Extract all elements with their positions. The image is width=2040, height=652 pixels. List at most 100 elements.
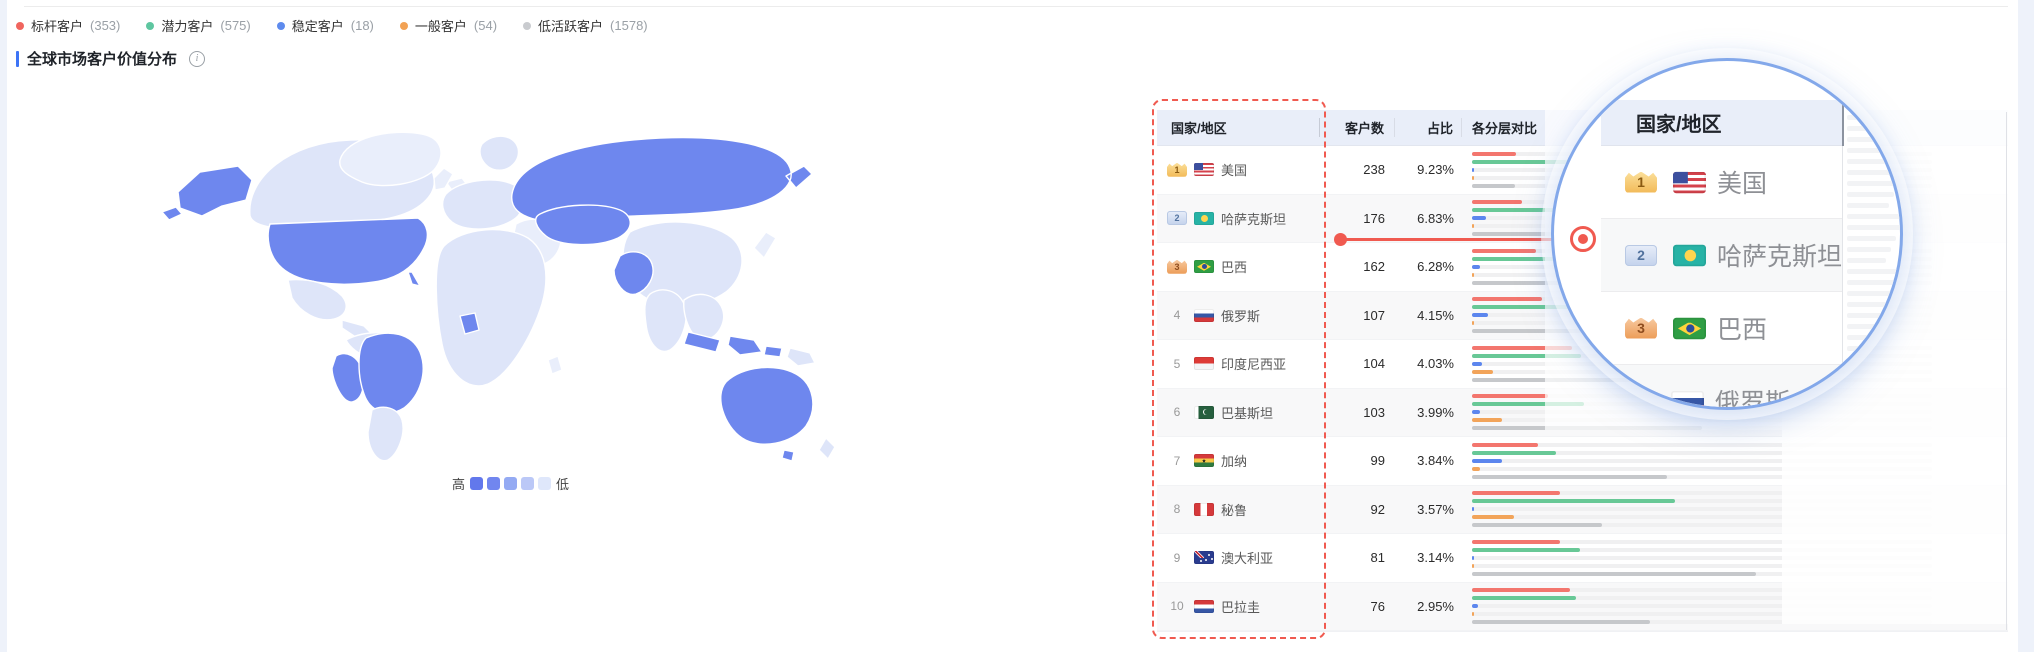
faint-stripe <box>1847 390 1892 395</box>
map-scale-swatch <box>470 477 484 490</box>
tier-bar-fill <box>1472 200 1522 205</box>
cell-share: 2.95% <box>1417 598 1454 614</box>
annotation-target-ring <box>1570 226 1596 252</box>
cell-share: 9.23% <box>1417 162 1454 178</box>
tier-bar-fill <box>1472 272 1474 277</box>
faint-stripe <box>1847 115 1885 120</box>
country-name: 印度尼西亚 <box>1221 357 1287 373</box>
map-country-png <box>786 347 816 367</box>
magnifier-country-name: 俄罗斯 <box>1715 389 1791 410</box>
tier-legend-label: 低活跃客户 <box>538 19 604 34</box>
tier-bar-fill <box>1472 394 1548 399</box>
tier-bar-fill <box>1472 418 1502 423</box>
map-country-greenland <box>339 131 442 187</box>
map-country-brazil <box>358 332 424 414</box>
cell-country: 4 俄罗斯 <box>1157 306 1320 325</box>
map-country-japan <box>753 231 777 259</box>
cell-share: 3.57% <box>1417 501 1454 517</box>
section-title: 全球市场客户价值分布 i <box>16 48 206 69</box>
map-country-ghana <box>459 312 480 335</box>
tier-bar-fill <box>1472 151 1516 156</box>
tier-legend-dot-icon <box>276 21 285 30</box>
flag-icon-kz <box>1673 244 1706 266</box>
column-header-customers[interactable]: 客户数 <box>1320 118 1395 137</box>
map-scale-high-label: 高 <box>452 477 466 492</box>
table-row[interactable]: 7 加纳 99 3.84% <box>1157 437 2008 486</box>
faint-stripe <box>1847 192 1894 197</box>
tier-bar-fill <box>1472 491 1560 496</box>
map-country-mexico <box>287 278 347 321</box>
cell-share: 3.14% <box>1417 550 1454 566</box>
map-country-madagascar <box>547 355 563 375</box>
faint-stripe <box>1847 258 1886 263</box>
world-map[interactable] <box>150 120 860 470</box>
cell-share: 4.03% <box>1417 356 1454 372</box>
tier-legend-item[interactable]: 低活跃客户 (1578) <box>523 16 648 35</box>
cell-country: 3 巴西 <box>1157 257 1320 276</box>
table-row[interactable]: 9 澳大利亚 81 3.14% <box>1157 534 2008 583</box>
map-country-scandinavia <box>479 135 520 171</box>
annotation-connector-line <box>1340 238 1572 241</box>
magnifier-row: 4 俄罗斯 <box>1601 365 1842 410</box>
map-country-usa <box>267 217 429 287</box>
magnifier-row: 2 哈萨克斯坦 <box>1601 219 1842 292</box>
tier-bar-fill <box>1472 353 1581 358</box>
tier-bar-fill <box>1472 507 1474 512</box>
tier-bar-track <box>1472 596 1932 601</box>
faint-stripe <box>1847 335 1895 340</box>
column-header-country[interactable]: 国家/地区 <box>1157 118 1320 137</box>
tier-bar-fill <box>1472 248 1536 253</box>
tier-legend-label: 一般客户 <box>414 19 467 34</box>
map-scale-swatch <box>521 477 535 490</box>
faint-stripe <box>1847 401 1887 406</box>
cell-customer-count: 238 <box>1363 162 1385 178</box>
cell-country: 8 秘鲁 <box>1157 500 1320 519</box>
title-accent-bar <box>16 50 19 67</box>
cell-customer-count: 162 <box>1363 259 1385 275</box>
column-header-share[interactable]: 占比 <box>1395 118 1462 137</box>
cell-country: 6 巴基斯坦 <box>1157 403 1320 422</box>
flag-icon-us <box>1194 163 1214 177</box>
tier-bar-fill <box>1472 466 1480 471</box>
faint-stripe <box>1847 280 1898 285</box>
info-icon[interactable]: i <box>189 50 206 67</box>
faint-stripe <box>1847 291 1893 296</box>
map-scale-swatch <box>504 477 518 490</box>
faint-stripe <box>1847 269 1900 274</box>
tier-bars-group <box>1472 588 2008 625</box>
map-country-australia <box>720 366 814 462</box>
country-name: 巴西 <box>1221 260 1248 276</box>
tier-bar-fill <box>1472 345 1572 350</box>
country-name: 哈萨克斯坦 <box>1221 211 1287 227</box>
tier-bar-track <box>1472 450 1932 455</box>
tier-legend-count: (1578) <box>610 18 648 33</box>
map-country-europe <box>441 179 525 230</box>
annotation-dashed-box <box>1152 99 1326 639</box>
flag-icon-pk <box>1194 405 1214 419</box>
faint-stripe <box>1847 214 1900 219</box>
tier-legend-item[interactable]: 标杆客户 (353) <box>16 16 120 35</box>
cell-customer-count: 99 <box>1370 453 1385 469</box>
tier-bar-fill <box>1472 175 1474 180</box>
tier-bar-track <box>1472 499 1932 504</box>
tier-legend-count: (575) <box>220 18 251 33</box>
map-scale-legend: 高 低 <box>452 474 569 493</box>
right-panel-edge <box>2018 0 2034 652</box>
faint-stripe <box>1847 236 1896 241</box>
rank-number: 4 <box>1634 389 1646 410</box>
magnifier-column-divider[interactable] <box>1842 100 1844 146</box>
cell-country: 10 巴拉圭 <box>1157 597 1320 616</box>
tier-legend-item[interactable]: 潜力客户 (575) <box>146 16 251 35</box>
column-header-tier-compare[interactable]: 各分层对比 <box>1472 121 1538 136</box>
tier-legend-item[interactable]: 一般客户 (54) <box>399 16 497 35</box>
tier-bar-fill <box>1472 474 1667 479</box>
faint-stripe <box>1847 302 1888 307</box>
tier-bars-group <box>1472 539 2008 576</box>
tier-legend-dot-icon <box>146 21 155 30</box>
magnifier-country-name: 巴西 <box>1717 316 1768 344</box>
tier-bar-track <box>1472 588 1932 593</box>
rank-badge-gold: 1 <box>1167 162 1187 177</box>
tier-legend-item[interactable]: 稳定客户 (18) <box>276 16 374 35</box>
top-divider <box>24 6 2008 7</box>
magnifier-faint-stripes <box>1847 109 1900 407</box>
